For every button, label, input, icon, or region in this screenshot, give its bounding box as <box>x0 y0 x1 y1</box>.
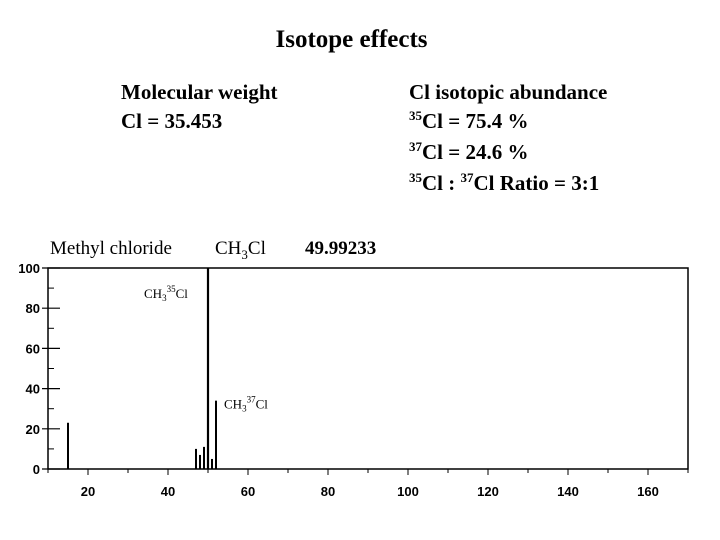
ratio-mass-number-b: 37 <box>460 170 474 185</box>
cl37-mass-number: 37 <box>409 139 422 154</box>
isotope-ratio: 35Cl : 37Cl Ratio = 3:1 <box>409 169 607 200</box>
x-tick-label: 120 <box>477 484 499 499</box>
isotopic-abundance-block: Cl isotopic abundance 35Cl = 75.4 % 37Cl… <box>409 78 607 200</box>
molecular-weight-label: Molecular weight <box>121 80 278 104</box>
x-tick-label: 60 <box>241 484 255 499</box>
ratio-mass-number-a: 35 <box>409 170 422 185</box>
peak-annotation: CH337Cl <box>224 395 268 414</box>
y-tick-label: 0 <box>33 462 40 477</box>
ratio-mid-text: Cl : <box>422 171 461 195</box>
cl37-abundance: 37Cl = 24.6 % <box>409 138 607 169</box>
slide-title: Isotope effects <box>275 26 428 53</box>
cl35-mass-number: 35 <box>409 108 422 123</box>
compound-formula: CH3Cl <box>215 238 266 263</box>
molecular-weight-value: Cl = 35.453 <box>121 109 223 133</box>
cl37-abundance-text: Cl = 24.6 % <box>422 140 529 164</box>
y-tick-label: 80 <box>26 301 40 316</box>
y-tick-label: 20 <box>26 422 40 437</box>
isotopic-abundance-heading: Cl isotopic abundance <box>409 80 608 104</box>
x-tick-label: 80 <box>321 484 335 499</box>
x-tick-label: 160 <box>637 484 659 499</box>
formula-prefix: CH <box>215 238 242 259</box>
formula-subscript: 3 <box>241 246 248 262</box>
compound-name: Methyl chloride <box>50 238 172 259</box>
exact-mass: 49.99233 <box>305 238 377 259</box>
peak-annotation: CH335Cl <box>144 284 188 303</box>
ratio-text: Cl Ratio = 3:1 <box>473 171 600 195</box>
cl35-abundance-text: Cl = 75.4 % <box>422 109 529 133</box>
x-tick-label: 140 <box>557 484 579 499</box>
cl35-abundance: 35Cl = 75.4 % <box>409 107 607 138</box>
y-tick-label: 40 <box>26 382 40 397</box>
x-tick-label: 40 <box>161 484 175 499</box>
x-tick-label: 100 <box>397 484 419 499</box>
y-tick-label: 60 <box>26 341 40 356</box>
y-tick-label: 100 <box>18 261 40 276</box>
x-tick-label: 20 <box>81 484 95 499</box>
molecular-weight-block: Molecular weight Cl = 35.453 <box>121 78 278 136</box>
formula-suffix: Cl <box>247 238 266 259</box>
